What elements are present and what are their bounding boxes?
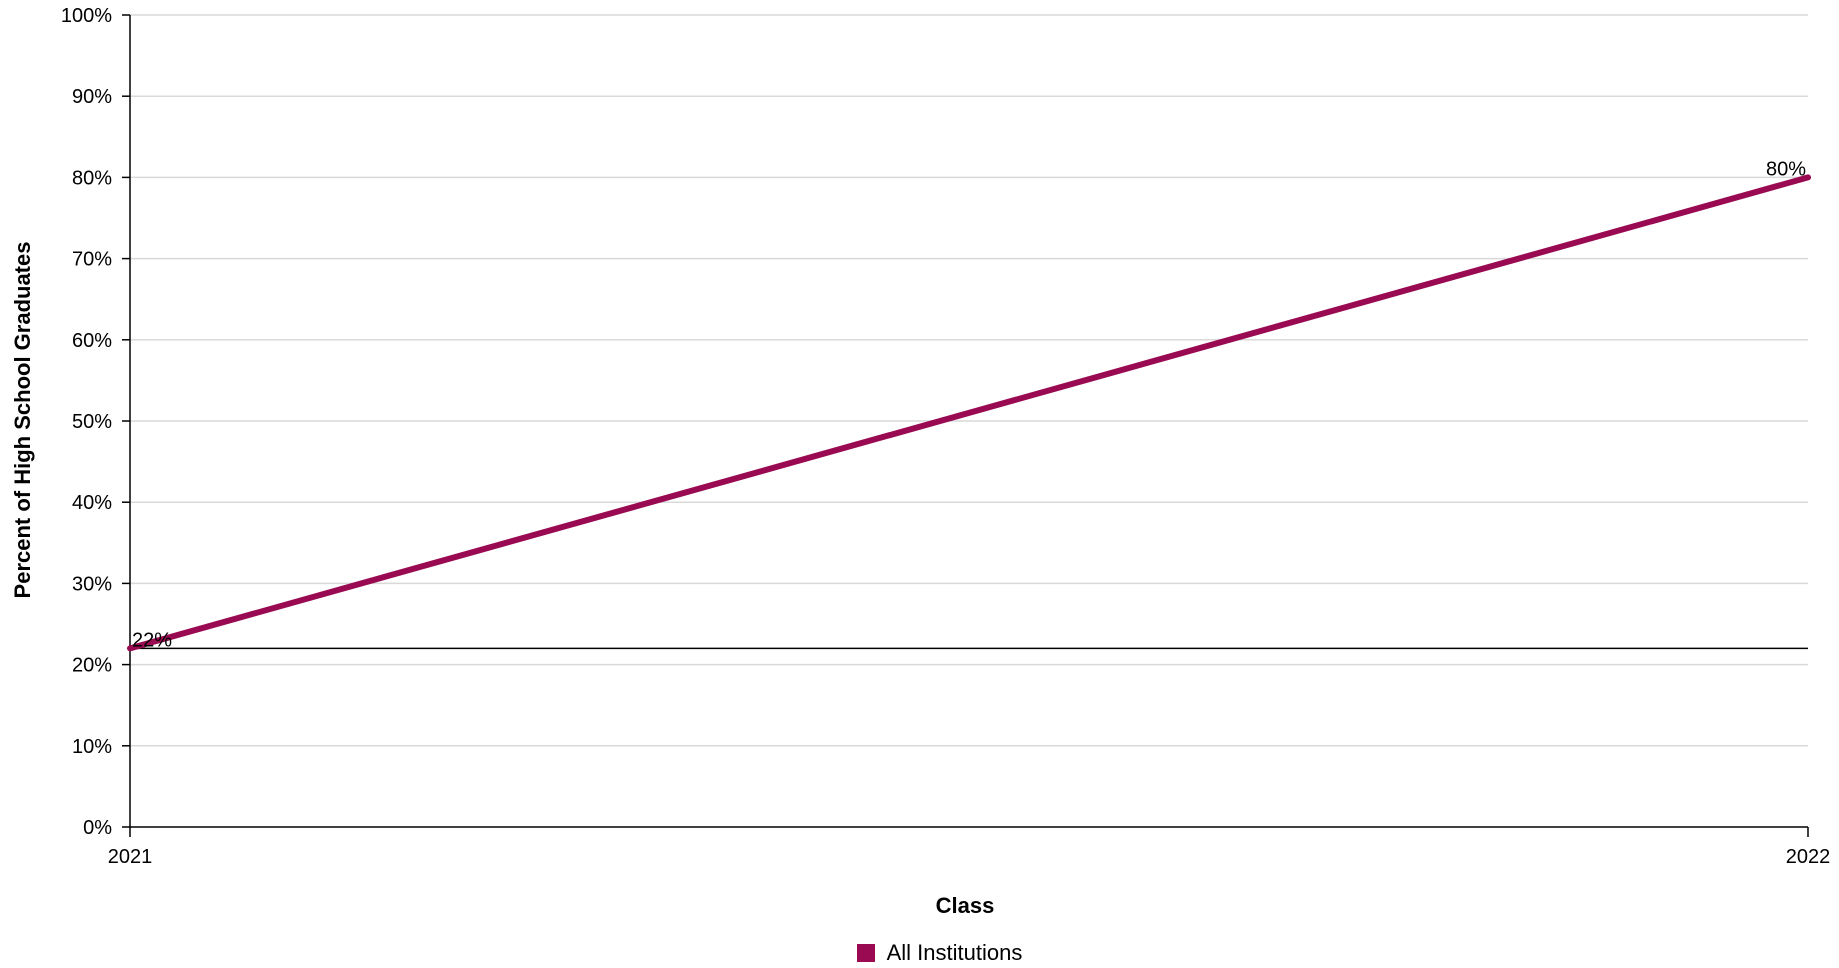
y-tick-label: 30%: [72, 573, 112, 595]
x-axis-title: Class: [936, 893, 995, 918]
line-chart: 0%10%20%30%40%50%60%70%80%90%100% 2021 20…: [10, 5, 1831, 918]
x-tick-label: 2021: [108, 846, 153, 868]
y-tick-label: 80%: [72, 167, 112, 189]
y-tick-label: 10%: [72, 736, 112, 758]
y-tick-label: 0%: [83, 817, 112, 839]
y-tick-label: 40%: [72, 492, 112, 514]
legend-swatch: [856, 944, 875, 962]
axes: [129, 15, 1809, 837]
series-line: [127, 174, 1811, 652]
y-axis-title: Percent of High School Graduates: [10, 242, 35, 599]
y-tick-label: 90%: [72, 86, 112, 108]
y-tick-label: 70%: [72, 249, 112, 271]
data-label: 22%: [132, 629, 172, 651]
y-tick-label: 60%: [72, 330, 112, 352]
data-labels: 22% 80%: [132, 158, 1806, 651]
legend: All Institutions: [0, 940, 1839, 966]
y-tick-label: 20%: [72, 655, 112, 677]
x-tick-labels: 2021 2022: [108, 846, 1831, 868]
y-tick-label: 100%: [61, 5, 112, 27]
y-tick-labels: 0% 10% 20% 30% 40% 50% 60% 70% 80% 90% 100%: [61, 5, 112, 839]
data-label: 80%: [1766, 158, 1806, 180]
legend-label: All Institutions: [886, 940, 1023, 965]
series-lines: [127, 174, 1811, 652]
legend-item-all-institutions[interactable]: All Institutions: [856, 940, 1023, 966]
grid-lines: [122, 14, 1808, 828]
x-tick-label: 2022: [1786, 846, 1831, 868]
y-tick-label: 50%: [72, 411, 112, 433]
